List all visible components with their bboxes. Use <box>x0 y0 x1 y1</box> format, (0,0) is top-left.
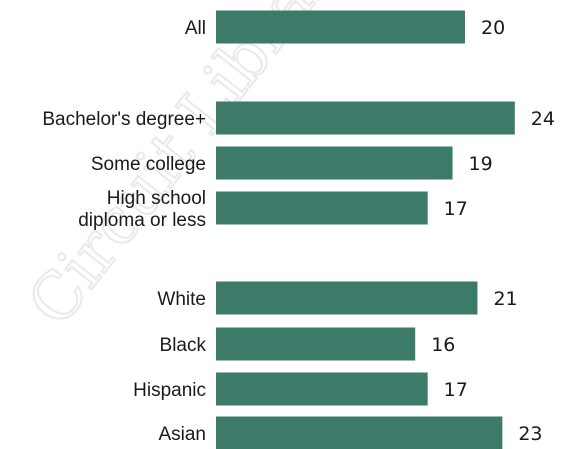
category-label-line: All <box>185 18 206 39</box>
category-label-line: Bachelor's degree+ <box>42 109 206 130</box>
value-label-some-college: 19 <box>469 153 493 175</box>
bar-high-school-diploma-or-less <box>216 191 428 225</box>
bar-area: 20 All 24 Bachelor's degree+ 19 Some college 1… <box>42 10 555 449</box>
value-label-white: 21 <box>493 288 517 310</box>
value-label-bachelor-s-degree: 24 <box>531 108 555 130</box>
category-label-all: All <box>185 18 206 39</box>
value-label-black: 16 <box>431 334 455 356</box>
category-label-hispanic: Hispanic <box>133 380 206 401</box>
category-label-line: Black <box>160 335 207 356</box>
bar-black <box>216 327 416 361</box>
value-label-high-school-diploma-or-less: 17 <box>444 198 468 220</box>
category-label-black: Black <box>160 335 207 356</box>
category-label-line: Hispanic <box>133 380 206 401</box>
value-label-hispanic: 17 <box>444 379 468 401</box>
category-label-some-college: Some college <box>91 154 206 175</box>
category-label-high-school-diploma-or-less: High school diploma or less <box>78 188 206 231</box>
category-label-line: Some college <box>91 154 206 175</box>
value-label-asian: 23 <box>518 423 542 445</box>
category-label-line: diploma or less <box>78 210 206 231</box>
bar-hispanic <box>216 372 428 406</box>
bar-bachelor-s-degree <box>216 101 515 135</box>
category-label-bachelor-s-degree: Bachelor's degree+ <box>42 109 206 130</box>
category-label-line: High school <box>107 188 206 209</box>
bar-white <box>216 281 478 315</box>
bar-some-college <box>216 146 453 180</box>
bar-asian <box>216 416 503 449</box>
bar-all <box>216 10 465 44</box>
category-label-white: White <box>157 289 206 310</box>
category-label-line: White <box>157 289 206 310</box>
category-label-asian: Asian <box>158 424 206 445</box>
value-label-all: 20 <box>481 17 505 39</box>
category-label-line: Asian <box>158 424 206 445</box>
